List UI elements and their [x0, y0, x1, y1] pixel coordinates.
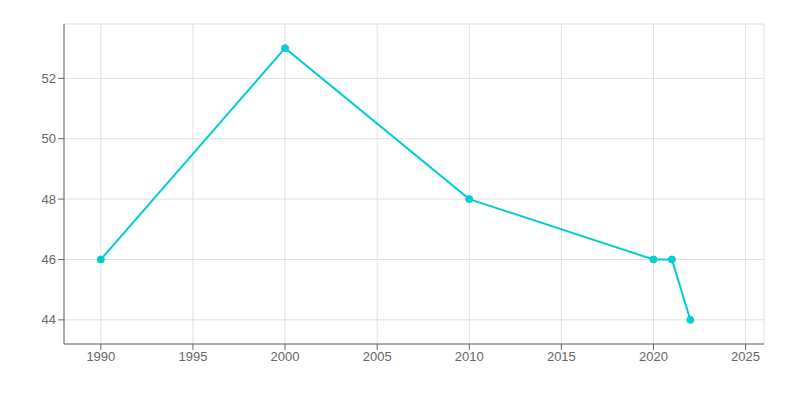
- svg-text:1995: 1995: [178, 349, 207, 364]
- svg-text:2020: 2020: [639, 349, 668, 364]
- svg-text:2000: 2000: [271, 349, 300, 364]
- svg-text:48: 48: [42, 192, 56, 207]
- svg-text:2010: 2010: [455, 349, 484, 364]
- svg-text:52: 52: [42, 71, 56, 86]
- svg-text:44: 44: [42, 312, 56, 327]
- svg-text:50: 50: [42, 131, 56, 146]
- svg-text:2025: 2025: [731, 349, 760, 364]
- svg-text:1990: 1990: [86, 349, 115, 364]
- svg-text:2005: 2005: [363, 349, 392, 364]
- svg-text:46: 46: [42, 252, 56, 267]
- svg-text:2015: 2015: [547, 349, 576, 364]
